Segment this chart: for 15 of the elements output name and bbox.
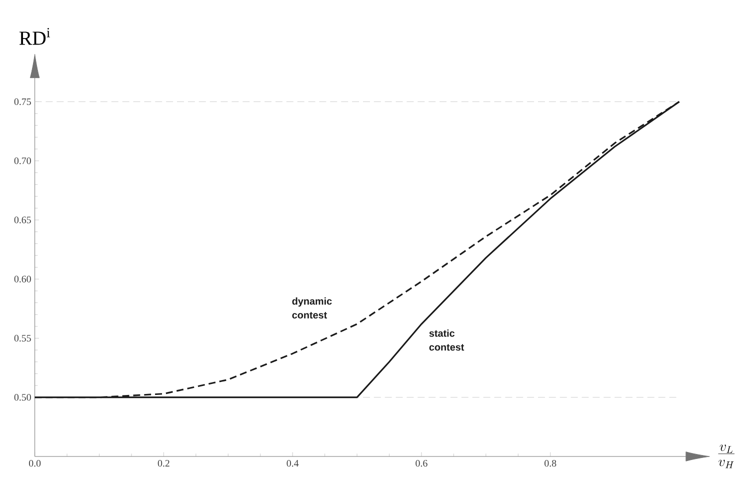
x-tick-label: 0.4 bbox=[286, 460, 299, 467]
x-tick-label: 0.2 bbox=[158, 460, 170, 467]
y-tick-label: 0.60 bbox=[14, 276, 31, 282]
series-label: static contest bbox=[429, 329, 464, 351]
y-tick-label: 0.55 bbox=[14, 334, 31, 342]
x-tick-label: 0.6 bbox=[416, 460, 428, 467]
y-axis-title: RD$^{i}$ bbox=[19, 28, 50, 45]
y-tick-label: 0.50 bbox=[14, 394, 31, 401]
x-axis-title: $\frac{v_L}{v_H}$ bbox=[718, 444, 735, 468]
x-tick-label: 0.0 bbox=[28, 460, 41, 467]
y-tick-label: 0.75 bbox=[14, 98, 31, 105]
y-tick-label: 0.65 bbox=[14, 216, 31, 224]
series-label: dynamic contest bbox=[292, 297, 332, 318]
x-tick-label: 0.8 bbox=[544, 460, 556, 467]
y-tick-label: 0.70 bbox=[14, 157, 31, 164]
